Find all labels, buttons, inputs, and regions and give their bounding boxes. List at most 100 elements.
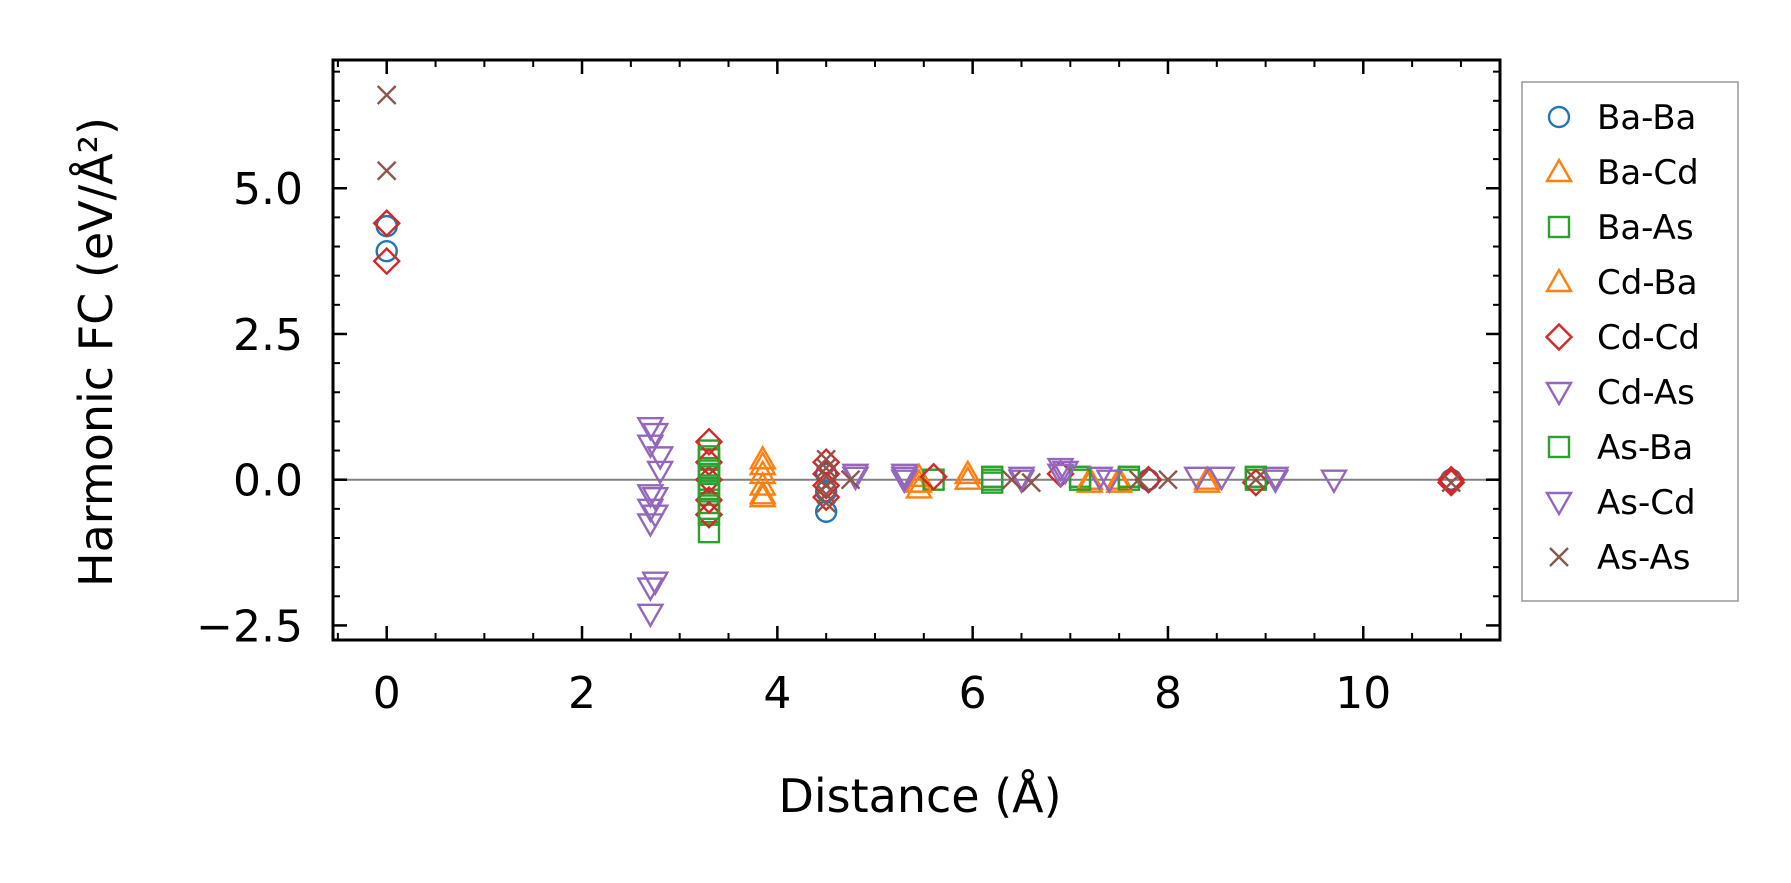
data-point [811, 471, 841, 500]
legend-entry: Cd-Ba [1544, 263, 1698, 303]
data-point [636, 603, 665, 629]
series-as-cd [641, 422, 1290, 597]
data-point [641, 504, 670, 530]
data-point [814, 500, 838, 523]
legend-label: Ba-Ba [1597, 98, 1696, 138]
data-point [1192, 465, 1222, 490]
data-point [1105, 468, 1134, 493]
data-point [636, 577, 665, 602]
legend-marker [1547, 435, 1571, 459]
data-point [636, 417, 665, 442]
data-point [697, 474, 721, 497]
data-point [636, 484, 665, 509]
data-point [697, 520, 721, 544]
data-point [816, 449, 837, 470]
data-point [372, 246, 401, 276]
data-point [372, 209, 401, 238]
x-tick-label: 2 [568, 668, 596, 719]
data-point [1046, 463, 1075, 489]
data-point [953, 459, 982, 485]
legend-label: Cd-Cd [1597, 318, 1700, 358]
legend-entry: Ba-As [1547, 208, 1694, 248]
data-point [1085, 466, 1114, 492]
data-point [840, 469, 861, 490]
legend-entry: Cd-As [1544, 373, 1695, 413]
legend-label: As-Ba [1597, 428, 1693, 468]
axes: 0 2 4 6 8 10 −2.5 0.0 2.5 5.0 [196, 58, 1502, 719]
plot-frame [331, 58, 1502, 642]
legend-entry: Ba-Ba [1547, 98, 1696, 138]
legend-entry: Cd-Cd [1544, 318, 1700, 358]
plot-area [333, 85, 1500, 629]
x-tick-label: 0 [373, 668, 401, 719]
legend-label: As-Cd [1597, 483, 1696, 523]
data-point [1319, 469, 1349, 495]
x-tick-label: 8 [1154, 668, 1182, 719]
data-point [748, 482, 777, 508]
series-as-ba [697, 445, 1268, 521]
data-point [1068, 468, 1092, 491]
legend-marker [1547, 215, 1571, 239]
legend-entry: As-Cd [1544, 483, 1696, 523]
legend-entry: As-Ba [1547, 428, 1693, 468]
legend-label: As-As [1597, 538, 1690, 578]
data-point [646, 446, 675, 471]
data-point [1095, 469, 1124, 495]
data-point [748, 444, 777, 470]
data-point [816, 493, 837, 513]
legend-entry: As-As [1549, 538, 1690, 578]
x-tick-label: 4 [763, 668, 791, 719]
data-point [1207, 466, 1236, 492]
legend-label: Ba-As [1597, 208, 1694, 248]
data-point [1001, 469, 1022, 490]
data-point [1183, 466, 1212, 492]
data-point [641, 486, 670, 512]
y-axis-title: Harmonic FC (eV/Å²) [69, 117, 123, 587]
x-axis-title: Distance (Å) [778, 769, 1061, 823]
data-point [816, 475, 837, 496]
data-point [748, 479, 777, 505]
data-point [697, 497, 721, 521]
legend-label: Cd-Ba [1597, 263, 1698, 303]
data-point [1441, 472, 1462, 493]
data-point [694, 500, 724, 529]
y-tick-label: −2.5 [196, 601, 303, 652]
legend-marker [1549, 547, 1569, 567]
data-point [641, 571, 670, 597]
data-point [890, 469, 919, 495]
data-point [1246, 469, 1266, 490]
legend-marker [1544, 491, 1574, 517]
y-tick-label: 5.0 [233, 164, 303, 215]
data-point [1128, 469, 1149, 490]
data-point [953, 465, 982, 490]
series-cd-ba [748, 444, 1222, 508]
data-point [816, 484, 837, 505]
series-cd-as [636, 417, 1349, 629]
data-point [980, 471, 1004, 494]
data-point [890, 463, 919, 489]
series-as-as [376, 85, 1462, 513]
data-point [904, 474, 934, 499]
x-tick-label: 10 [1335, 668, 1391, 719]
data-point [1261, 466, 1290, 492]
data-point [816, 466, 837, 487]
legend-entry: Ba-Cd [1544, 153, 1699, 193]
legend-marker [1544, 267, 1574, 293]
data-point [1051, 460, 1080, 486]
data-point [697, 462, 721, 486]
data-point [641, 422, 670, 448]
legend-marker [1544, 381, 1574, 407]
legend-label: Ba-Cd [1597, 153, 1699, 193]
x-tick-label: 6 [959, 668, 987, 719]
legend-marker [1544, 157, 1574, 183]
data-point [375, 239, 398, 263]
data-point [816, 458, 837, 478]
data-point [376, 160, 397, 181]
y-tick-label: 2.5 [233, 310, 303, 361]
legend: Ba-Ba Ba-Cd Ba-As Cd-Ba Cd-Cd Cd-As As-Ba As-Cd… [1521, 81, 1739, 602]
data-point [890, 466, 919, 492]
y-tick-label: 0.0 [233, 456, 303, 507]
data-point [376, 85, 397, 105]
data-point [694, 427, 724, 457]
